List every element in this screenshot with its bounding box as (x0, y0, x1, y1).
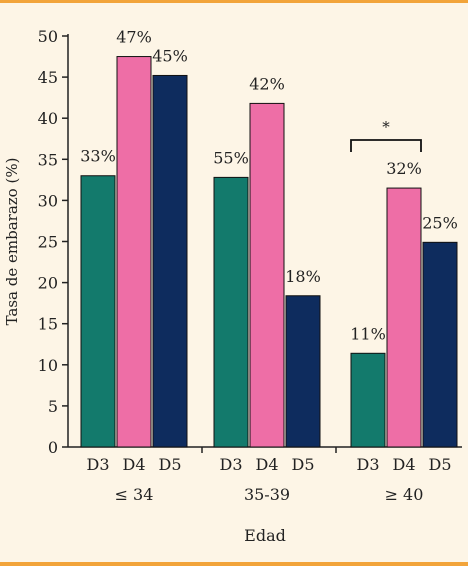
x-tick-label: D3 (219, 455, 242, 474)
bar-value-label: 42% (249, 74, 285, 93)
bar-d5 (285, 295, 321, 448)
bar-d4 (116, 56, 152, 448)
y-tick-label: 45 (38, 68, 58, 87)
bar-d4 (386, 187, 422, 448)
bar-d3 (350, 352, 386, 448)
x-tick-label: D5 (428, 455, 451, 474)
y-tick-label: 50 (38, 27, 58, 46)
y-tick-label: 20 (38, 274, 58, 293)
x-tick-label: D5 (291, 455, 314, 474)
age-group-label: ≤ 34 (115, 485, 154, 504)
y-axis-label: Tasa de embarazo (%) (3, 158, 21, 326)
x-tick-label: D4 (122, 455, 145, 474)
top-border (0, 0, 468, 3)
x-tick-label: D3 (86, 455, 109, 474)
bar-value-label: 11% (350, 324, 386, 343)
bar-d5 (152, 74, 188, 448)
bar-value-label: 25% (422, 213, 458, 232)
y-tick-label: 25 (38, 233, 58, 252)
bar-value-label: 33% (80, 147, 116, 166)
bar-value-label: 32% (386, 159, 422, 178)
bar-d5 (422, 241, 458, 448)
bar-d4 (249, 102, 285, 448)
bar-d3 (213, 176, 249, 448)
y-tick-label: 35 (38, 150, 58, 169)
bar-value-label: 47% (116, 28, 152, 47)
x-axis-label: Edad (244, 526, 286, 545)
bar-d3 (80, 175, 116, 448)
y-tick-label: 10 (38, 356, 58, 375)
age-group-label: ≥ 40 (385, 485, 424, 504)
x-tick-label: D3 (356, 455, 379, 474)
significance-marker: * (382, 118, 390, 136)
y-tick-label: 30 (38, 191, 58, 210)
y-tick-label: 0 (48, 438, 58, 457)
y-tick-label: 15 (38, 315, 58, 334)
y-tick-label: 40 (38, 109, 58, 128)
x-tick-label: D5 (158, 455, 181, 474)
age-group-label: 35-39 (244, 485, 290, 504)
significance-bracket (350, 139, 422, 152)
x-tick-label: D4 (255, 455, 278, 474)
bottom-border (0, 562, 468, 566)
y-tick-label: 5 (48, 397, 58, 416)
bar-value-label: 18% (285, 267, 321, 286)
x-tick-label: D4 (392, 455, 415, 474)
bar-value-label: 55% (213, 148, 249, 167)
bar-value-label: 45% (152, 46, 188, 65)
